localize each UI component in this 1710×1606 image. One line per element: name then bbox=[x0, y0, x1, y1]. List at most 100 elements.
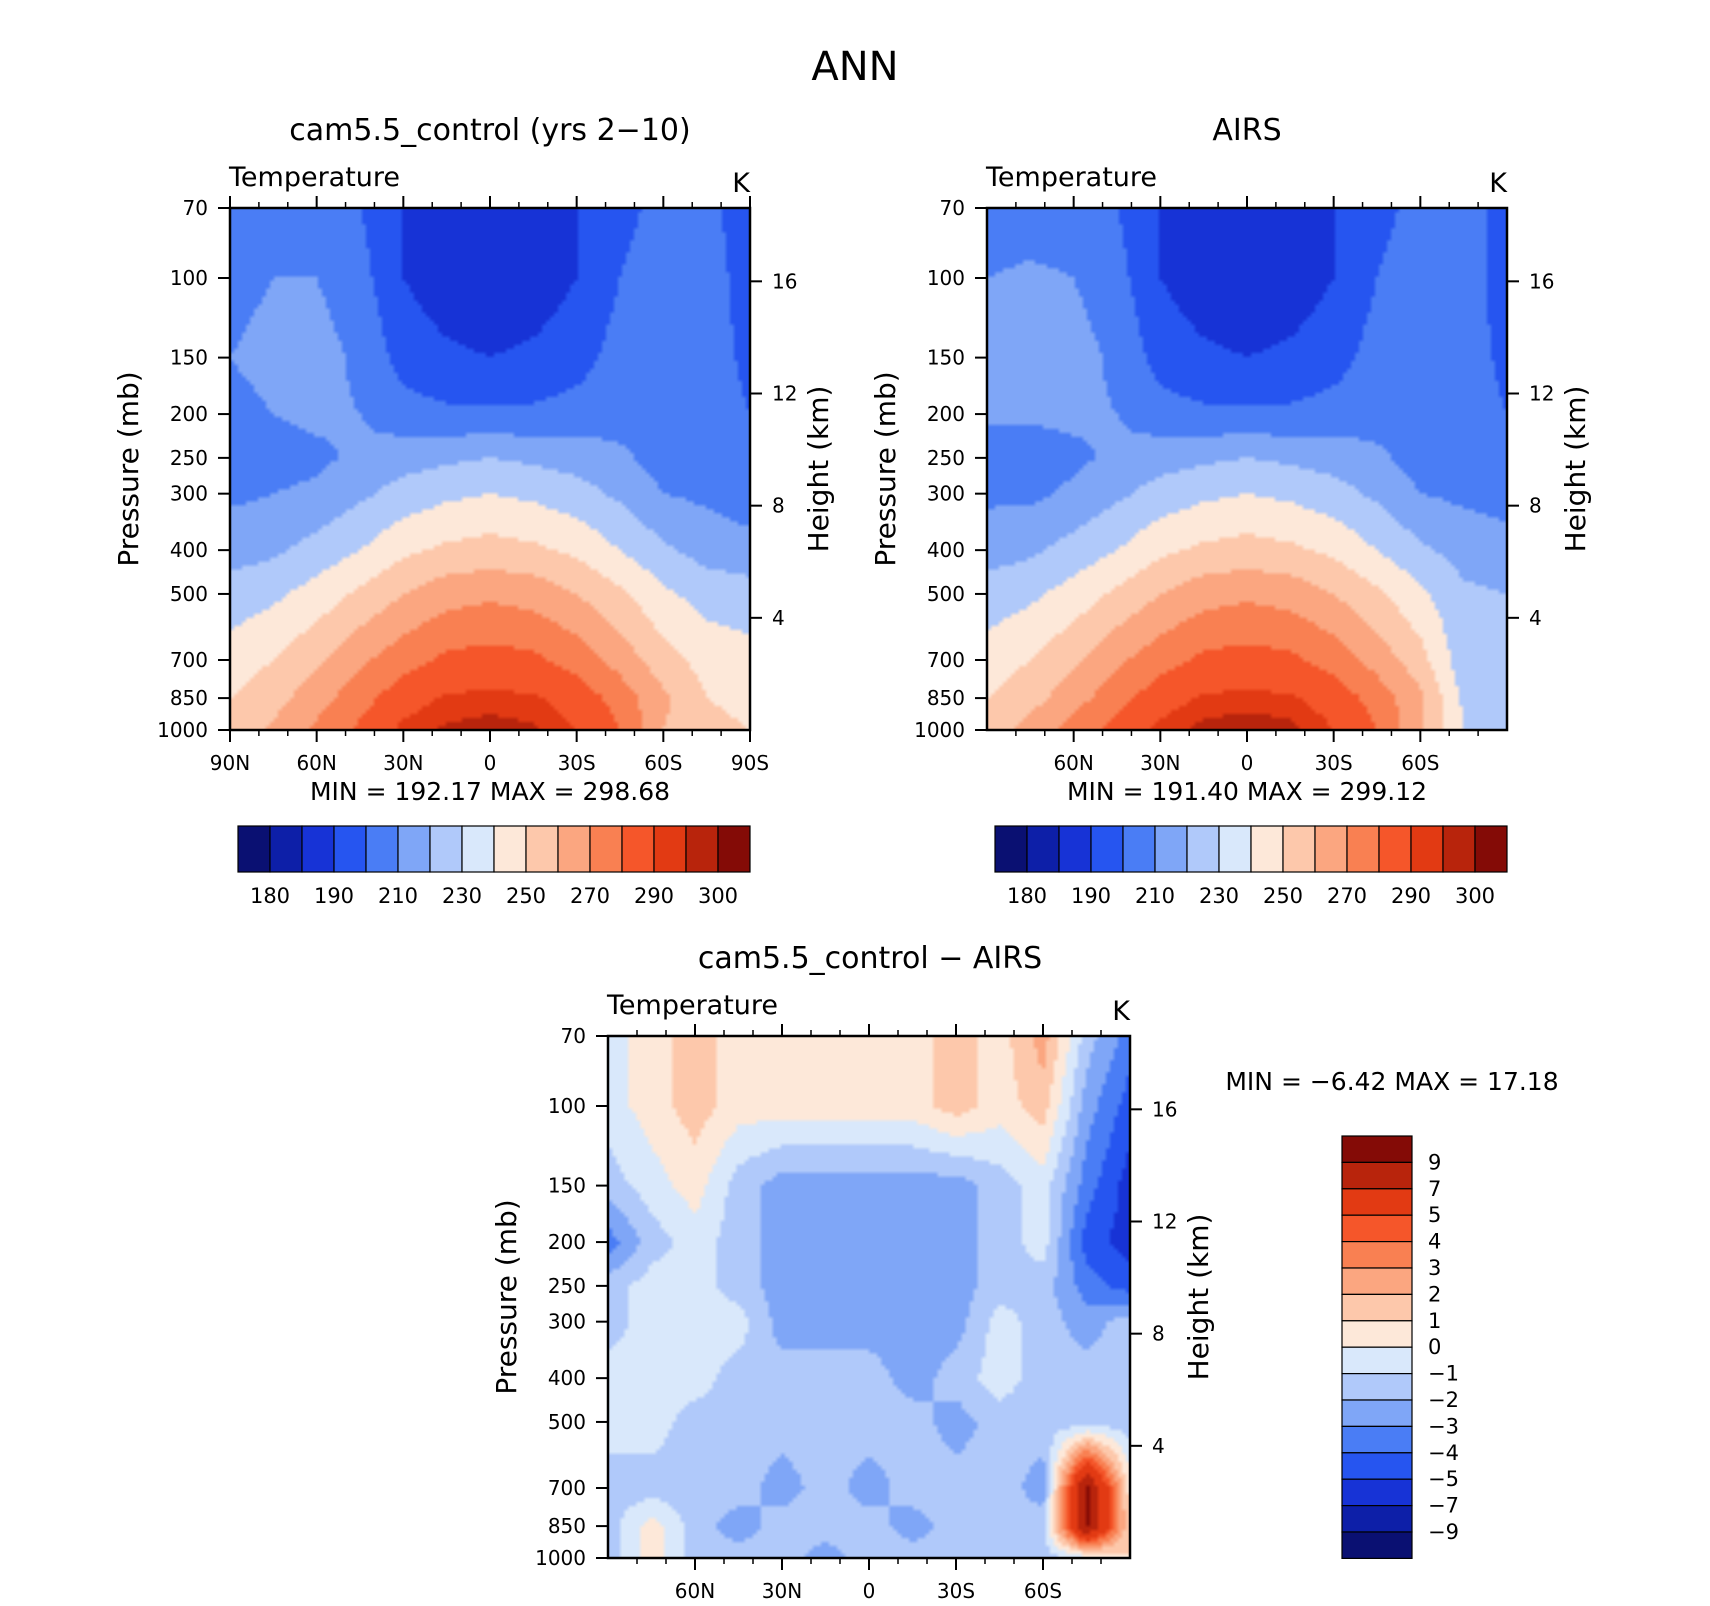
colorbar-label: 0 bbox=[1428, 1335, 1441, 1359]
panel-difference-axes: 70 100 150 200 250 300 400 500 700 850 1000 16 12 8 4 6… bbox=[490, 1024, 1215, 1603]
latitude-tick-label: 0 bbox=[863, 1579, 876, 1603]
pressure-tick-label: 300 bbox=[170, 482, 208, 506]
colorbar-label: 7 bbox=[1428, 1177, 1441, 1201]
colorbar-swatch bbox=[621, 825, 655, 873]
pressure-tick-label: 250 bbox=[170, 446, 208, 470]
pressure-tick-label: 100 bbox=[170, 266, 208, 290]
colorbar-swatch bbox=[397, 825, 431, 873]
panel-airs-variable-label: Temperature bbox=[985, 162, 1157, 193]
colorbar-swatch bbox=[685, 825, 719, 873]
colorbar-label: 300 bbox=[1455, 884, 1495, 908]
latitude-tick-label: 30S bbox=[558, 751, 596, 775]
pressure-tick-label: 700 bbox=[927, 648, 965, 672]
colorbar-label: 290 bbox=[1391, 884, 1431, 908]
colorbar-swatch bbox=[1341, 1135, 1413, 1163]
height-tick-label: 12 bbox=[1529, 381, 1554, 405]
panel-difference-contour-field bbox=[608, 1036, 1130, 1558]
pressure-tick-label: 100 bbox=[927, 266, 965, 290]
colorbar-swatch bbox=[1410, 825, 1444, 873]
colorbar-swatch bbox=[557, 825, 591, 873]
panel-model-axes: 70 100 150 200 250 300 400 500 700 850 1000 16 12 8 4 9… bbox=[112, 196, 835, 775]
pressure-tick-label: 200 bbox=[548, 1230, 586, 1254]
panel-model-title: cam5.5_control (yrs 2−10) bbox=[289, 113, 690, 148]
panel-model-variable-label: Temperature bbox=[228, 162, 400, 193]
latitude-tick-label: 60S bbox=[1401, 751, 1439, 775]
height-tick-label: 12 bbox=[772, 381, 797, 405]
colorbar-label: 4 bbox=[1428, 1230, 1441, 1254]
height-tick-label: 16 bbox=[772, 269, 797, 293]
colorbar-swatch bbox=[1341, 1320, 1413, 1348]
colorbar-label: 5 bbox=[1428, 1203, 1441, 1227]
pressure-tick-label: 250 bbox=[927, 446, 965, 470]
colorbar-swatch bbox=[1122, 825, 1156, 873]
colorbar-swatch bbox=[1341, 1188, 1413, 1216]
pressure-tick-label: 850 bbox=[170, 686, 208, 710]
y2-axis-title: Height (km) bbox=[1182, 1214, 1215, 1381]
colorbar-swatch bbox=[1346, 825, 1380, 873]
pressure-tick-label: 700 bbox=[548, 1476, 586, 1500]
pressure-tick-label: 1000 bbox=[535, 1546, 586, 1570]
colorbar-swatch bbox=[1341, 1214, 1413, 1243]
colorbar-swatch bbox=[1218, 825, 1252, 873]
colorbar-swatch bbox=[1341, 1293, 1413, 1322]
panel-difference-colorbar: 9 75 432 10 −1−2−3 −4−5 −7−9 bbox=[1341, 1135, 1459, 1559]
panel-difference-plot-area bbox=[608, 1036, 1130, 1558]
height-tick-label: 16 bbox=[1529, 269, 1554, 293]
panel-model-colorbar: 180 190 210 230 250 270 290 300 bbox=[237, 825, 751, 908]
height-tick-label: 4 bbox=[1529, 606, 1542, 630]
y2-axis-title: Height (km) bbox=[802, 386, 835, 553]
colorbar-swatch bbox=[1314, 825, 1348, 873]
pressure-tick-label: 150 bbox=[548, 1174, 586, 1198]
latitude-tick-label: 90S bbox=[731, 751, 769, 775]
panel-airs-title: AIRS bbox=[1212, 113, 1281, 148]
colorbar-swatch bbox=[1378, 825, 1412, 873]
pressure-tick-label: 850 bbox=[548, 1514, 586, 1538]
colorbar-swatch bbox=[237, 825, 271, 873]
colorbar-swatch bbox=[269, 825, 303, 873]
colorbar-swatch bbox=[1474, 825, 1508, 873]
colorbar-swatch bbox=[1442, 825, 1476, 873]
latitude-tick-label: 30N bbox=[383, 751, 423, 775]
latitude-tick-label: 60N bbox=[296, 751, 336, 775]
height-tick-label: 8 bbox=[1529, 494, 1542, 518]
pressure-tick-label: 400 bbox=[927, 538, 965, 562]
height-tick-label: 12 bbox=[1152, 1209, 1177, 1233]
pressure-tick-label: 500 bbox=[548, 1410, 586, 1434]
colorbar-label: −5 bbox=[1428, 1467, 1459, 1491]
colorbar-label: −9 bbox=[1428, 1520, 1459, 1544]
colorbar-label: −7 bbox=[1428, 1494, 1459, 1518]
colorbar-swatch bbox=[461, 825, 495, 873]
colorbar-swatch bbox=[1154, 825, 1188, 873]
pressure-tick-label: 70 bbox=[183, 196, 208, 220]
height-tick-label: 4 bbox=[1152, 1434, 1165, 1458]
panel-difference-variable-label: Temperature bbox=[606, 990, 778, 1021]
colorbar-swatch bbox=[1341, 1346, 1413, 1375]
pressure-tick-label: 100 bbox=[548, 1094, 586, 1118]
pressure-tick-label: 850 bbox=[927, 686, 965, 710]
panel-model-plot-area bbox=[230, 208, 750, 730]
colorbar-label: 250 bbox=[506, 884, 546, 908]
colorbar-label: 180 bbox=[250, 884, 290, 908]
colorbar-swatch bbox=[301, 825, 335, 873]
pressure-tick-label: 200 bbox=[170, 402, 208, 426]
latitude-tick-label: 60S bbox=[1024, 1579, 1062, 1603]
colorbar-label: 180 bbox=[1007, 884, 1047, 908]
pressure-tick-label: 150 bbox=[170, 346, 208, 370]
y-axis-title: Pressure (mb) bbox=[490, 1199, 523, 1394]
colorbar-swatch bbox=[365, 825, 399, 873]
panel-airs-axes: 70 100 150 200 250 300 400 500 700 850 1000 16 12 8 4 6… bbox=[869, 196, 1592, 775]
latitude-tick-label: 60S bbox=[644, 751, 682, 775]
colorbar-label: 9 bbox=[1428, 1150, 1441, 1174]
colorbar-swatch bbox=[1058, 825, 1092, 873]
colorbar-swatch bbox=[1341, 1504, 1413, 1533]
colorbar-swatch bbox=[525, 825, 559, 873]
panel-model-contour-field bbox=[230, 208, 750, 730]
panel-airs-contour-field bbox=[987, 208, 1507, 730]
colorbar-label: 3 bbox=[1428, 1256, 1441, 1280]
pressure-tick-label: 300 bbox=[927, 482, 965, 506]
colorbar-swatch bbox=[717, 825, 751, 873]
colorbar-swatch bbox=[1282, 825, 1316, 873]
panel-model-units-label: K bbox=[732, 168, 751, 199]
colorbar-swatch bbox=[1341, 1452, 1413, 1480]
panel-airs-plot-area bbox=[987, 208, 1507, 730]
